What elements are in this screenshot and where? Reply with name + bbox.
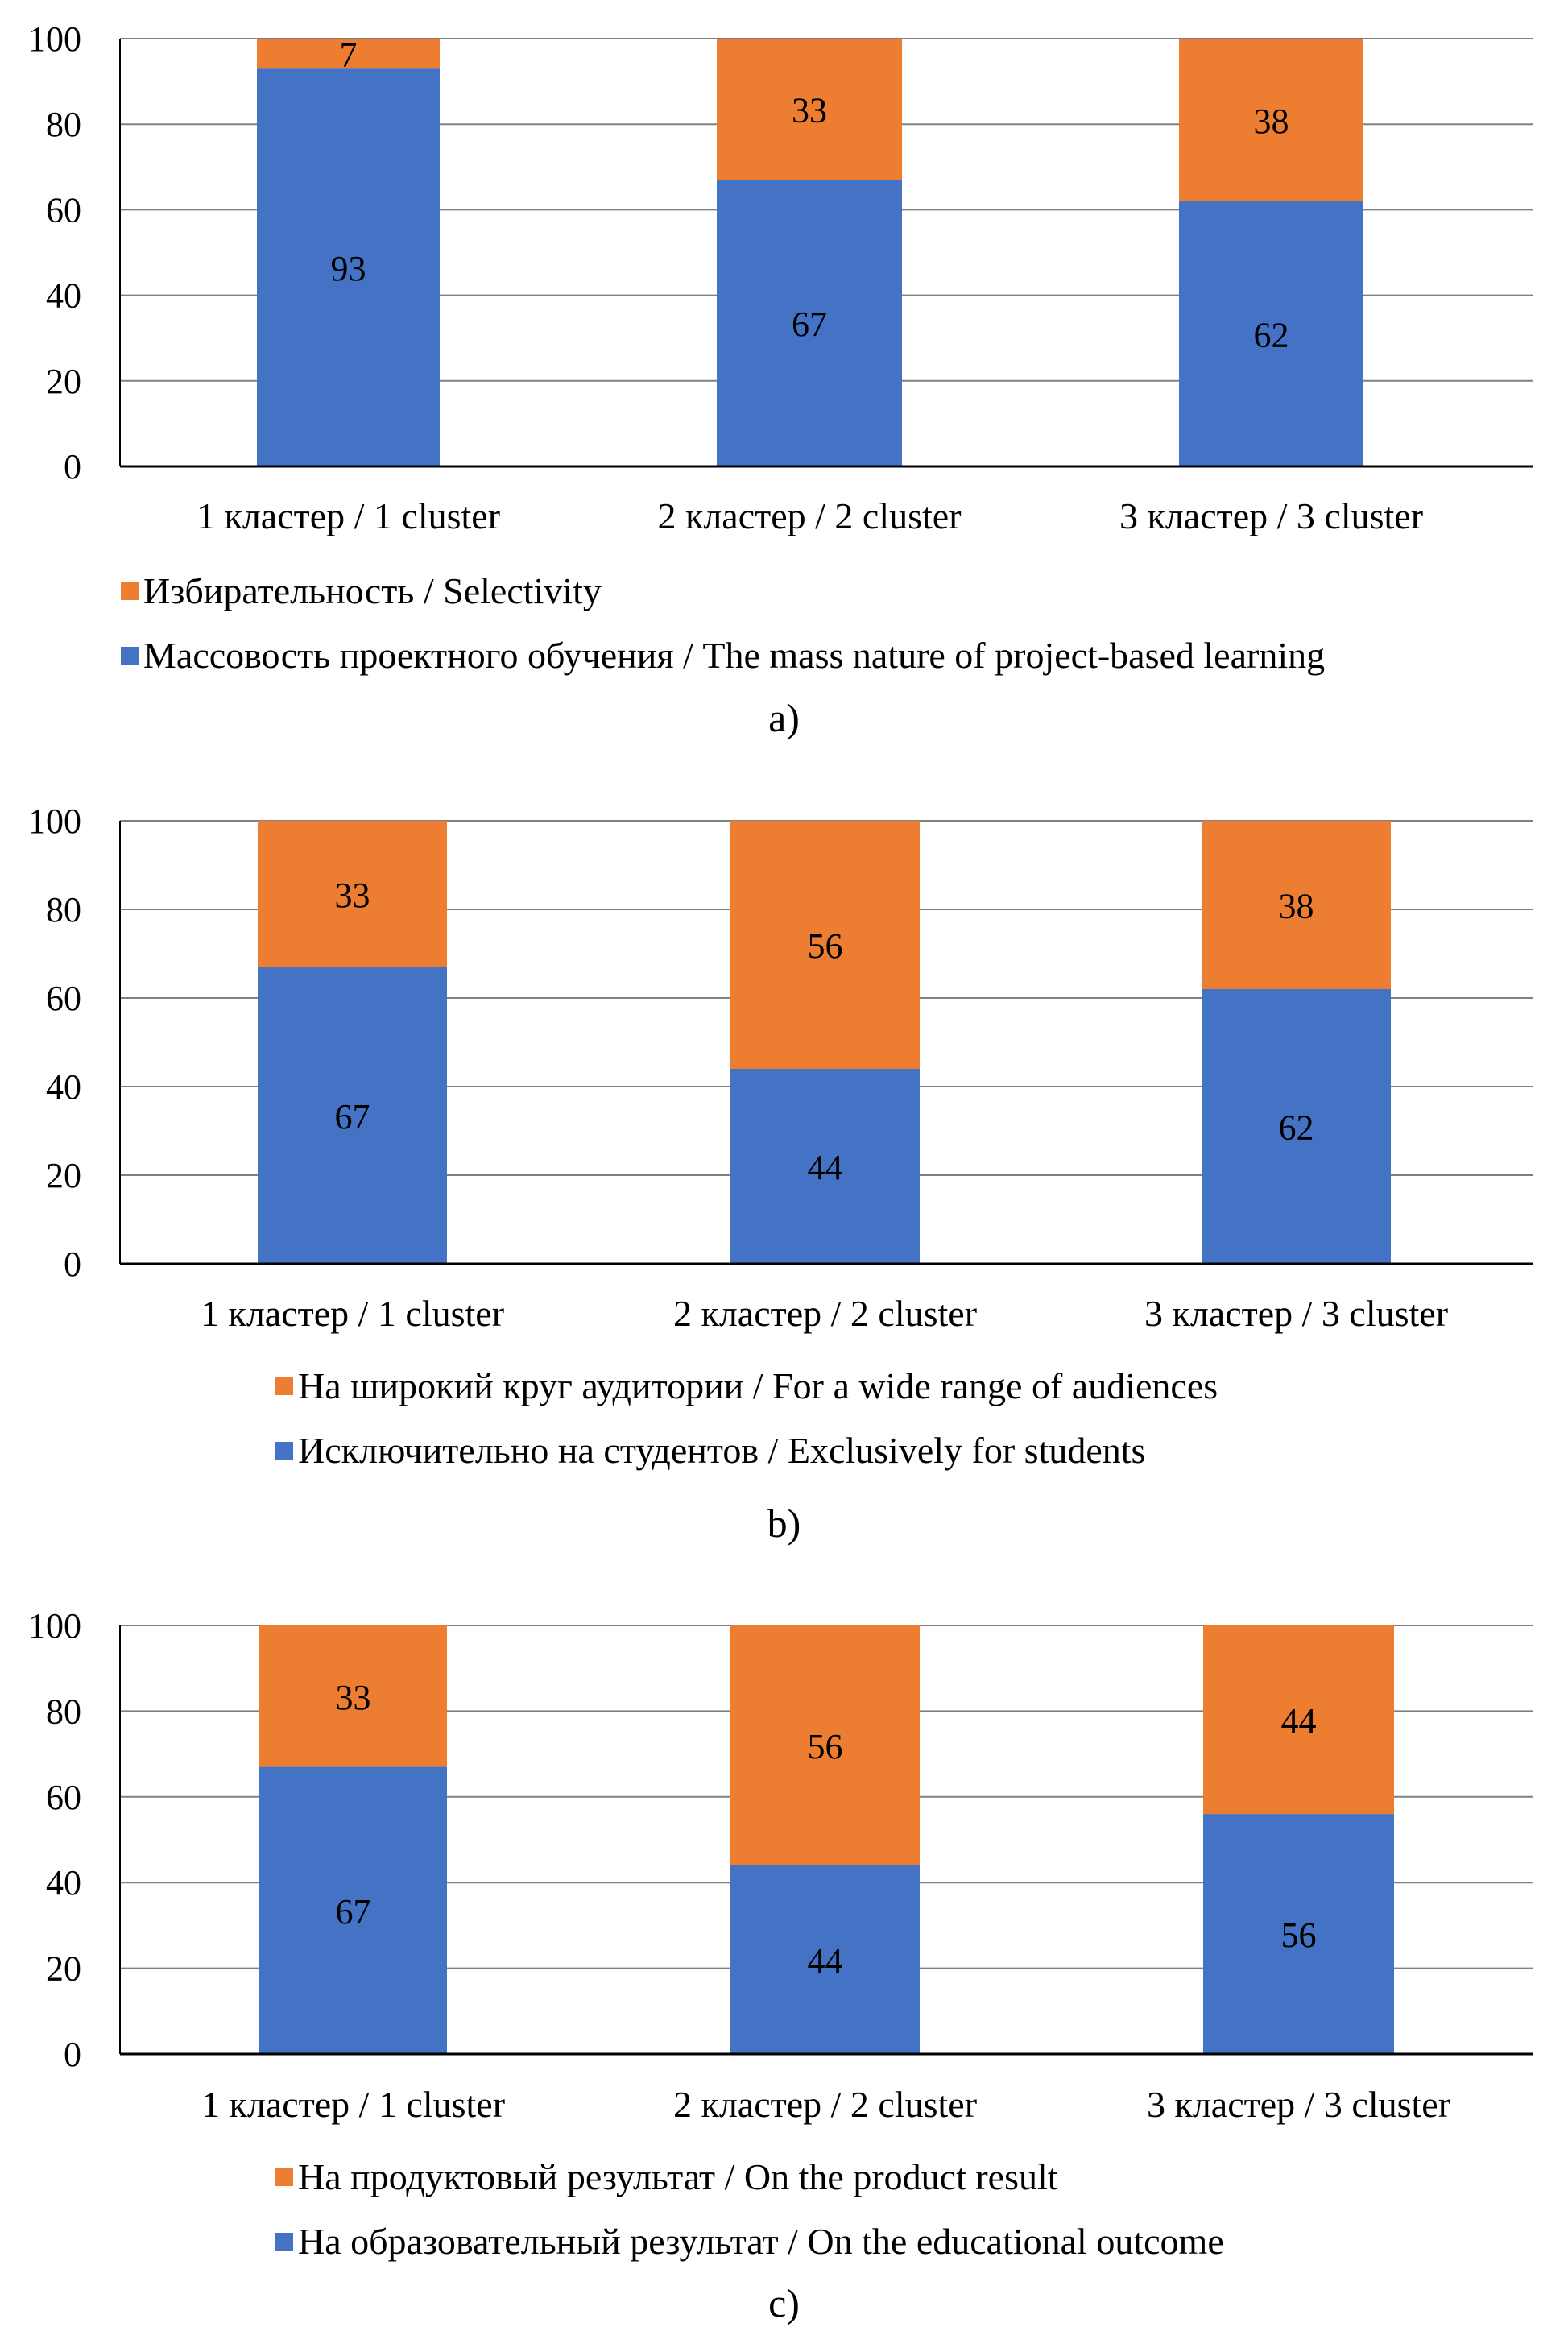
data-label: 33 bbox=[336, 1678, 371, 1717]
y-tick-label: 100 bbox=[28, 19, 81, 59]
data-label: 67 bbox=[335, 1097, 370, 1137]
x-tick-label: 3 кластер / 3 cluster bbox=[1119, 495, 1423, 536]
bar-segment-orange bbox=[730, 1625, 920, 1865]
bar-segment-blue bbox=[259, 1766, 447, 2054]
legend-swatch-orange bbox=[275, 1377, 293, 1395]
data-label: 38 bbox=[1279, 887, 1314, 926]
data-label: 56 bbox=[808, 1727, 843, 1766]
chart-a-caption: a) bbox=[768, 695, 800, 740]
legend-swatch-blue bbox=[275, 2233, 293, 2251]
data-label: 67 bbox=[336, 1892, 371, 1932]
legend-item-mass-nature: Массовость проектного обучения / The mas… bbox=[121, 633, 1325, 678]
bar-segment-orange bbox=[1202, 821, 1391, 989]
chart-panel-b: 0 20 40 60 80 100 67 33 1 кластер / 1 cluster 44 5… bbox=[0, 781, 1568, 1579]
y-tick-label: 80 bbox=[46, 890, 81, 930]
legend-label: Избирательность / Selectivity bbox=[143, 570, 602, 611]
y-tick-label: 100 bbox=[28, 1606, 81, 1646]
data-label: 7 bbox=[340, 35, 358, 75]
legend-label: Массовость проектного обучения / The mas… bbox=[143, 635, 1326, 676]
chart-b-svg: 0 20 40 60 80 100 67 33 1 кластер / 1 cluster 44 5… bbox=[28, 801, 1533, 1334]
bar-segment-blue bbox=[258, 967, 447, 1264]
data-label: 44 bbox=[808, 1148, 843, 1187]
data-label: 62 bbox=[1279, 1108, 1314, 1148]
y-tick-label: 60 bbox=[46, 190, 81, 230]
bar-segment-orange bbox=[717, 39, 902, 180]
y-tick-label: 20 bbox=[46, 1156, 81, 1195]
y-tick-label: 100 bbox=[28, 801, 81, 841]
data-label: 33 bbox=[792, 91, 827, 130]
bar-segment-orange bbox=[259, 1625, 447, 1767]
y-tick-label: 0 bbox=[64, 447, 81, 487]
x-tick-label: 2 кластер / 2 cluster bbox=[657, 495, 961, 536]
y-tick-label: 40 bbox=[46, 1067, 81, 1107]
data-label: 44 bbox=[1281, 1701, 1317, 1741]
bar-segment-blue bbox=[257, 68, 440, 467]
data-label: 44 bbox=[808, 1941, 843, 1981]
bar-segment-blue bbox=[1203, 1814, 1394, 2054]
y-tick-label: 40 bbox=[46, 276, 81, 316]
y-tick-label: 20 bbox=[46, 1949, 81, 1989]
bar-segment-blue bbox=[1179, 201, 1363, 466]
data-label: 56 bbox=[808, 926, 843, 966]
x-tick-label: 3 кластер / 3 cluster bbox=[1144, 1293, 1448, 1334]
bar-segment-blue bbox=[717, 180, 902, 467]
y-tick-label: 60 bbox=[46, 1778, 81, 1817]
bar-segment-orange bbox=[1179, 39, 1363, 201]
legend-label: На широкий круг аудитории / For a wide r… bbox=[298, 1365, 1218, 1406]
y-tick-label: 60 bbox=[46, 979, 81, 1018]
x-tick-label: 3 кластер / 3 cluster bbox=[1147, 2084, 1450, 2125]
legend-item-selectivity: Избирательность / Selectivity bbox=[121, 569, 602, 614]
chart-panel-a: 0 20 40 60 80 100 93 7 1 кластер / 1 cluster 67 33… bbox=[0, 0, 1568, 773]
x-tick-label: 2 кластер / 2 cluster bbox=[673, 2084, 977, 2125]
data-label: 93 bbox=[331, 249, 366, 288]
x-tick-label: 1 кластер / 1 cluster bbox=[201, 1293, 504, 1334]
legend-swatch-blue bbox=[121, 647, 139, 665]
bar-segment-orange bbox=[258, 821, 447, 967]
legend-label: На продуктовый результат / On the produc… bbox=[298, 2156, 1058, 2197]
y-tick-label: 0 bbox=[64, 2035, 81, 2074]
legend-swatch-orange bbox=[275, 2168, 293, 2186]
data-label: 67 bbox=[792, 304, 827, 344]
data-label: 62 bbox=[1254, 315, 1289, 354]
bar-segment-orange bbox=[257, 39, 440, 69]
x-tick-label: 1 кластер / 1 cluster bbox=[197, 495, 500, 536]
chart-c-svg: 0 20 40 60 80 100 67 33 1 кластер / 1 cluster 44 5… bbox=[28, 1606, 1533, 2125]
chart-panel-c: 0 20 40 60 80 100 67 33 1 кластер / 1 cluster 44 5… bbox=[0, 1585, 1568, 2352]
legend-item-educational-outcome: На образовательный результат / On the ed… bbox=[275, 2219, 1224, 2264]
y-tick-label: 80 bbox=[46, 1692, 81, 1731]
x-tick-label: 1 кластер / 1 cluster bbox=[201, 2084, 505, 2125]
bar-segment-orange bbox=[730, 821, 920, 1069]
bar-segment-orange bbox=[1203, 1625, 1394, 1815]
legend-swatch-blue bbox=[275, 1442, 293, 1460]
chart-b-caption: b) bbox=[767, 1501, 801, 1546]
legend-item-product-result: На продуктовый результат / On the produc… bbox=[275, 2155, 1058, 2200]
y-tick-label: 20 bbox=[46, 362, 81, 401]
x-tick-label: 2 кластер / 2 cluster bbox=[673, 1293, 977, 1334]
data-label: 38 bbox=[1254, 101, 1289, 141]
y-tick-label: 80 bbox=[46, 105, 81, 144]
bar-segment-blue bbox=[1202, 989, 1391, 1264]
chart-c-caption: c) bbox=[768, 2280, 800, 2325]
legend-swatch-orange bbox=[121, 582, 139, 600]
bar-segment-blue bbox=[730, 1069, 920, 1264]
legend-item-wide-audience: На широкий круг аудитории / For a wide r… bbox=[275, 1364, 1218, 1409]
bar-segment-blue bbox=[730, 1865, 920, 2054]
chart-a-svg: 0 20 40 60 80 100 93 7 1 кластер / 1 cluster 67 33… bbox=[28, 19, 1533, 536]
legend-label: На образовательный результат / On the ed… bbox=[298, 2221, 1224, 2262]
data-label: 33 bbox=[335, 876, 370, 915]
data-label: 56 bbox=[1281, 1915, 1317, 1955]
y-tick-label: 0 bbox=[64, 1244, 81, 1284]
y-tick-label: 40 bbox=[46, 1863, 81, 1903]
legend-label: Исключительно на студентов / Exclusively… bbox=[298, 1430, 1146, 1471]
legend-item-students-only: Исключительно на студентов / Exclusively… bbox=[275, 1428, 1145, 1473]
